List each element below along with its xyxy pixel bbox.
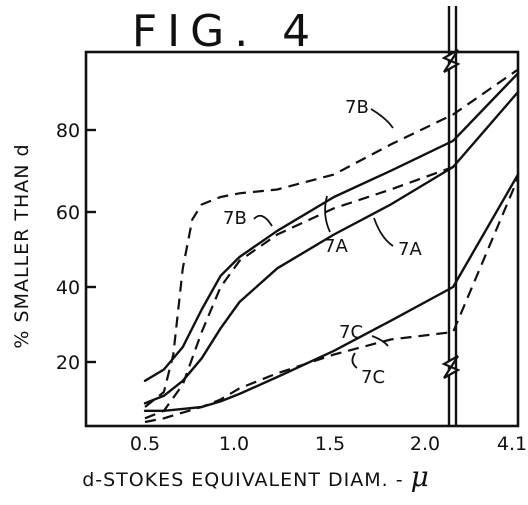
x-tick-label-0.5: 0.5 <box>130 433 160 455</box>
y-tick-label-40: 40 <box>56 277 80 299</box>
x-tick-label-2.0: 2.0 <box>410 433 440 455</box>
x-axis-label: d-STOKES EQUIVALENT DIAM. - μ <box>82 460 430 493</box>
y-tick-label-80: 80 <box>56 120 80 142</box>
series-line-7a-solid <box>143 90 520 405</box>
callout-leader-7a-right <box>373 217 394 247</box>
series-line-7c-solid <box>143 173 520 412</box>
plot-frame <box>84 50 520 428</box>
y-tick-label-20: 20 <box>56 352 80 374</box>
series-layer <box>143 68 520 424</box>
callout-label-7c-lower: 7C <box>361 367 385 388</box>
callout-leader-7c-lower <box>351 352 358 369</box>
x-tick-label-1.0: 1.0 <box>219 433 249 455</box>
axis-break-symbol-bottom <box>441 355 461 379</box>
callout-leader-7c-upper <box>371 335 389 347</box>
x-axis-label-dash: - <box>389 469 411 491</box>
x-axis-unit: μ <box>411 460 430 493</box>
figure-title: FIG. 4 <box>132 6 320 57</box>
x-tick-label-4.1: 4.1 <box>497 433 527 455</box>
callout-leader-7a-left <box>324 195 331 233</box>
series-line-7a-dashed <box>144 165 454 420</box>
series-line-7c-dashed <box>144 177 520 424</box>
x-tick-label-1.5: 1.5 <box>315 433 345 455</box>
callout-label-7a-left: 7A <box>324 236 348 257</box>
y-axis-label: % SMALLER THAN d <box>11 143 33 348</box>
callout-leader-7b-top <box>370 108 394 129</box>
callout-label-7c-upper: 7C <box>339 322 363 343</box>
callout-leader-7b-left <box>253 214 273 227</box>
callout-label-7a-right: 7A <box>398 239 422 260</box>
series-line-7b-dashed <box>144 68 519 408</box>
x-axis-label-text: d-STOKES EQUIVALENT DIAM. <box>82 469 388 491</box>
y-tick-label-60: 60 <box>56 202 80 224</box>
axis-break-symbol-top <box>441 49 461 73</box>
callout-label-7b-top: 7B <box>345 97 369 118</box>
series-line-7b-solid <box>143 72 520 382</box>
callout-label-7b-left: 7B <box>223 208 247 229</box>
